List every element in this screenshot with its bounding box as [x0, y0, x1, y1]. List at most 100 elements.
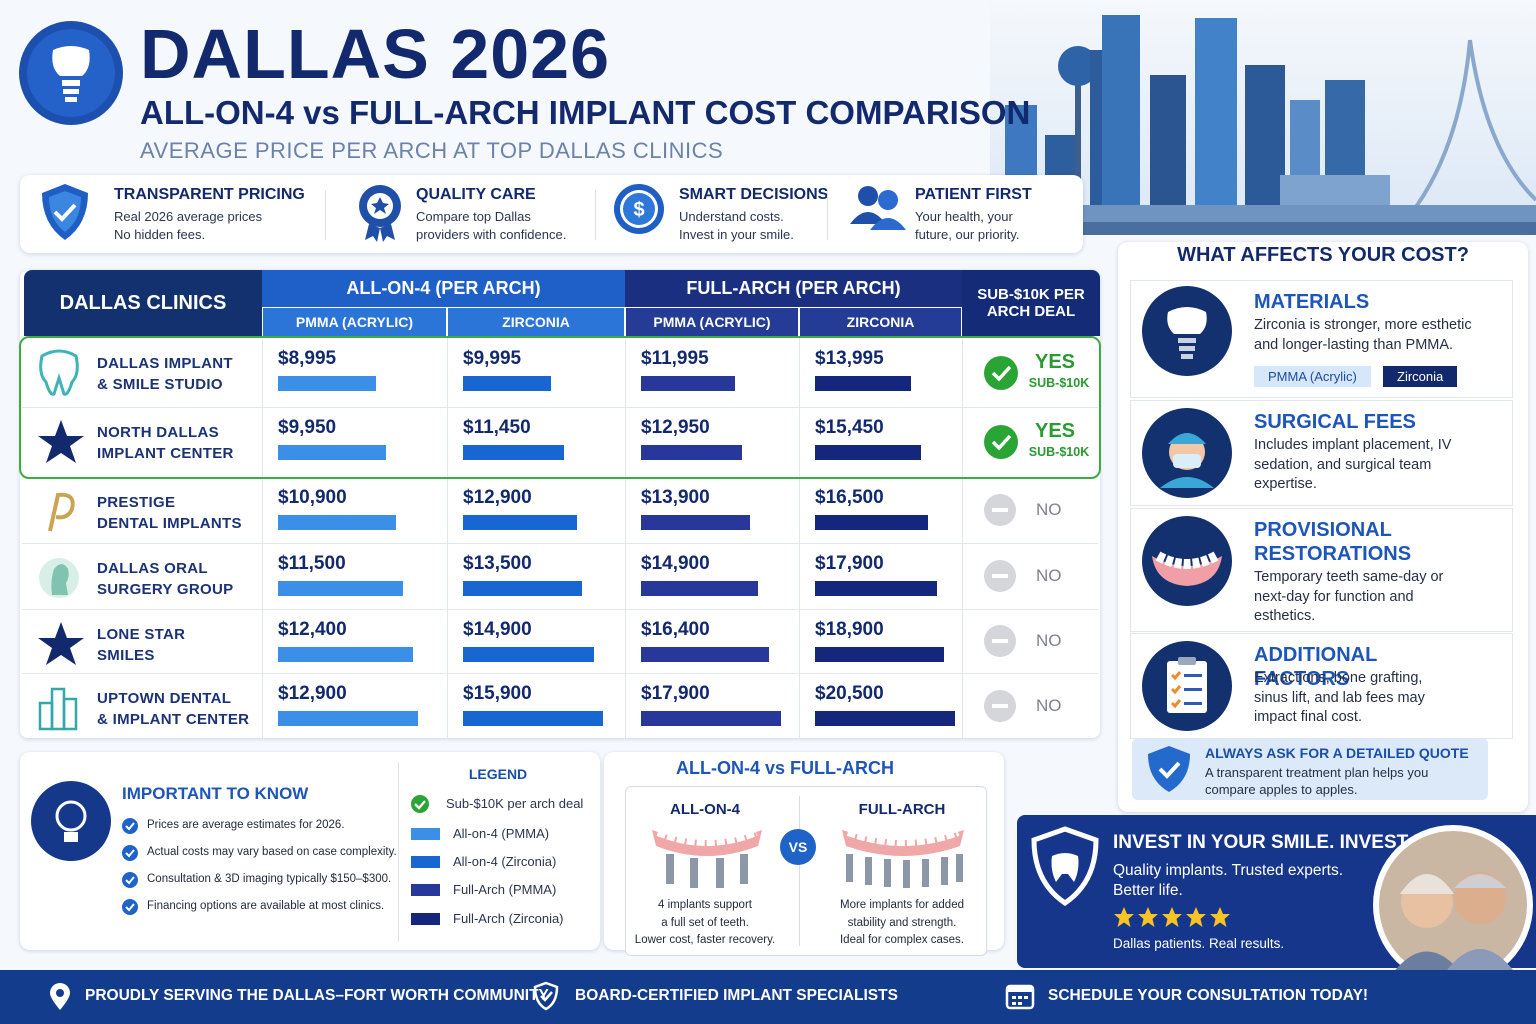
clinic-icon: [36, 417, 86, 467]
feature-title: PATIENT FIRST: [915, 186, 1032, 203]
col-divider: [262, 543, 263, 609]
feature-text: Compare top Dallas: [416, 209, 531, 224]
price-bar: [278, 711, 418, 726]
row-divider: [22, 609, 1098, 610]
col-divider: [799, 609, 800, 673]
price: $13,995: [815, 348, 884, 369]
col-divider: [262, 673, 263, 738]
price: $13,900: [641, 487, 710, 508]
divider: [398, 762, 399, 942]
feature-title: QUALITY CARE: [416, 186, 536, 203]
price-bar: [463, 445, 564, 460]
divider: [595, 190, 596, 240]
deal-highlight: [19, 336, 1101, 479]
price: $14,900: [463, 619, 532, 640]
feature-text: Understand costs.: [679, 209, 784, 224]
row-divider: [22, 543, 1098, 544]
divider: [325, 190, 326, 240]
price-bar: [815, 376, 911, 391]
price-bar: [278, 647, 413, 662]
price-bar: [815, 581, 938, 596]
price-bar: [463, 711, 603, 726]
price-bar: [463, 515, 577, 530]
feature-icon: [848, 182, 908, 244]
price-bar: [641, 445, 743, 460]
minus-icon: [983, 493, 1017, 527]
col-divider: [799, 338, 800, 407]
feature-title: TRANSPARENT PRICING: [114, 186, 305, 203]
check-icon: [122, 818, 138, 834]
price: $11,500: [278, 553, 346, 574]
col-divider: [625, 407, 626, 477]
column-header: PMMA (ACRYLIC): [626, 308, 798, 336]
promo-title: INVEST IN YOUR SMILE. INVEST IN YOU.: [1113, 832, 1484, 853]
feature-text: providers with confidence.: [416, 227, 567, 242]
bulb-icon: [31, 781, 111, 861]
clinic-name: DALLAS IMPLANT: [97, 355, 233, 372]
subtitle: ALL-ON-4 vs FULL-ARCH IMPLANT COST COMPA…: [140, 94, 1031, 131]
clinic-name: & IMPLANT CENTER: [97, 711, 250, 728]
features-panel: [20, 175, 1083, 253]
col-divider: [962, 477, 963, 543]
price-bar: [278, 515, 397, 530]
clinic-icon: [36, 683, 86, 733]
feature-text: Your health, your: [915, 209, 1013, 224]
check-icon: [983, 424, 1019, 460]
compare-text: Ideal for complex cases.: [839, 934, 964, 946]
minus-icon: [983, 624, 1017, 658]
price: $15,450: [815, 417, 884, 438]
footer-text: BOARD-CERTIFIED IMPLANT SPECIALISTS: [575, 987, 898, 1004]
clinic-name: DENTAL IMPLANTS: [97, 515, 242, 532]
clinic-name: NORTH DALLAS: [97, 424, 219, 441]
deal-header: SUB-$10K PER ARCH DEAL: [962, 270, 1100, 336]
rating-stars: [1114, 907, 1230, 927]
compare-left-title: ALL-ON-4: [670, 801, 740, 818]
col-divider: [447, 543, 448, 609]
deal-answer: NO: [1036, 631, 1062, 650]
price-bar: [641, 647, 770, 662]
col-divider: [447, 609, 448, 673]
price: $13,500: [463, 553, 532, 574]
factor-title: PROVISIONAL RESTORATIONS: [1254, 519, 1412, 565]
price: $8,995: [278, 348, 337, 369]
feature-text: Invest in your smile.: [679, 227, 794, 242]
price: $12,950: [641, 417, 710, 438]
col-divider: [625, 543, 626, 609]
important-item: Financing options are available at most …: [147, 900, 385, 912]
compare-text: Lower cost, faster recovery.: [634, 934, 776, 946]
feature-icon: $: [612, 182, 672, 244]
footer-text: PROUDLY SERVING THE DALLAS–FORT WORTH CO…: [85, 987, 549, 1004]
price: $17,900: [641, 683, 710, 704]
price-bar: [815, 647, 945, 662]
col-divider: [962, 673, 963, 738]
column-header: ZIRCONIA: [448, 308, 624, 336]
check-icon: [983, 355, 1019, 391]
group-header: FULL-ARCH (PER ARCH): [625, 270, 962, 307]
factor-text: Temporary teeth same-day or next-day for…: [1254, 569, 1444, 624]
svg-text:$: $: [633, 199, 644, 221]
promo-note: Dallas patients. Real results.: [1113, 936, 1285, 951]
factor-icon: [1142, 516, 1232, 606]
deal-note: SUB-$10K: [1028, 376, 1090, 390]
pin-icon: [50, 983, 70, 1010]
price-bar: [641, 581, 758, 596]
tag: PMMA (Acrylic): [1254, 366, 1371, 387]
footer-text: SCHEDULE YOUR CONSULTATION TODAY!: [1048, 987, 1369, 1004]
compare-text: a full set of teeth.: [661, 916, 749, 929]
logo: [19, 21, 123, 125]
price-bar: [463, 376, 551, 391]
col-divider: [625, 477, 626, 543]
legend-label: Full-Arch (PMMA): [453, 882, 557, 897]
factor-text: Includes implant placement, IV sedation,…: [1254, 437, 1452, 492]
price-bar: [278, 581, 403, 596]
col-divider: [799, 407, 800, 477]
factor-icon: [1142, 408, 1232, 498]
deal-answer: NO: [1036, 500, 1062, 519]
col-divider: [447, 673, 448, 738]
col-divider: [962, 609, 963, 673]
legend-title: LEGEND: [468, 766, 528, 782]
feature-title: SMART DECISIONS: [679, 186, 829, 203]
price-bar: [641, 376, 735, 391]
title: DALLAS 2026: [140, 15, 611, 93]
clinic-name: DALLAS ORAL: [97, 560, 208, 577]
